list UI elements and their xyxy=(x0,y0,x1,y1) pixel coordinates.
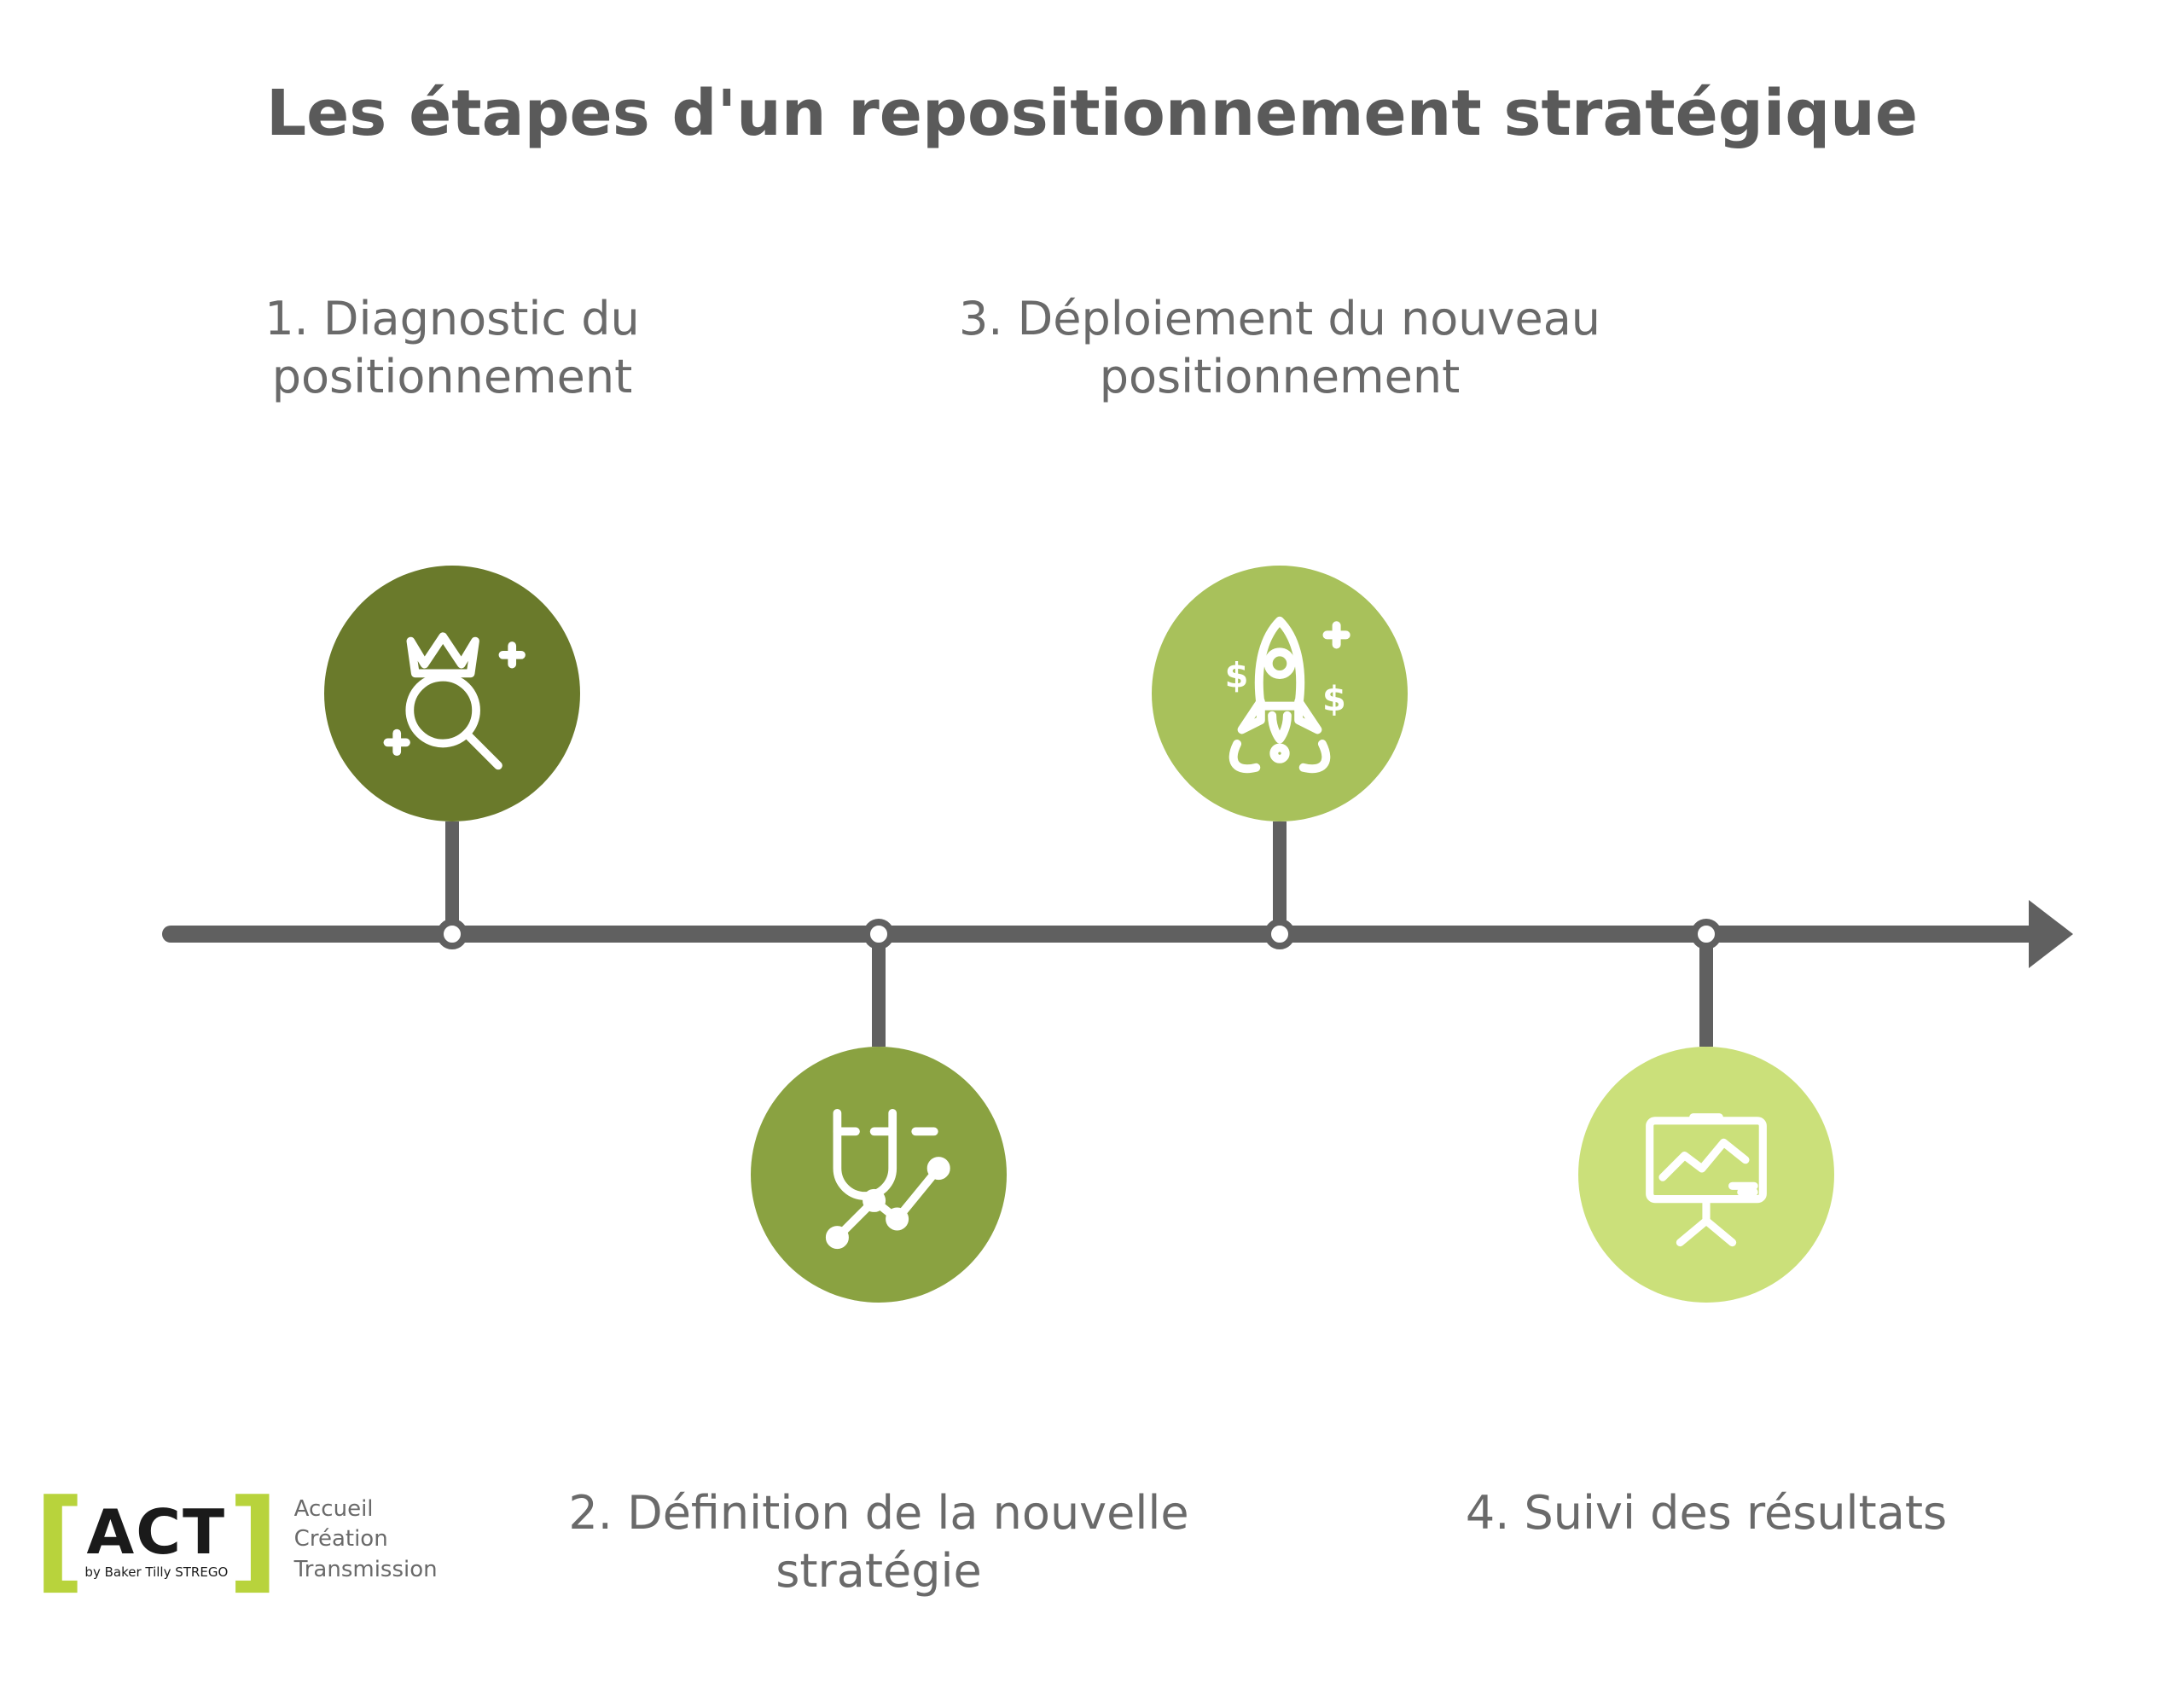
svg-text:$: $ xyxy=(1322,680,1346,719)
timeline-node-4 xyxy=(1691,919,1722,949)
logo-bracket-left: [ xyxy=(34,1484,84,1595)
connector-2 xyxy=(872,934,886,1047)
brand-logo: [ ACT by Baker Tilly STREGO ] AccueilCré… xyxy=(34,1484,438,1595)
step-circle-4 xyxy=(1578,1047,1834,1303)
step-circle-3: $ $ xyxy=(1152,566,1408,821)
logo-tagline-line: Transmission xyxy=(294,1555,438,1585)
logo-main-text: ACT xyxy=(86,1501,226,1563)
step-circle-2 xyxy=(751,1047,1007,1303)
connector-4 xyxy=(1699,934,1713,1047)
logo-sub-text: by Baker Tilly STREGO xyxy=(84,1566,228,1579)
timeline-node-2 xyxy=(863,919,894,949)
logo-bracket-right: ] xyxy=(228,1484,278,1595)
step-label-line: 3. Déploiement du nouveau xyxy=(956,290,1604,348)
step-label-line: stratégie xyxy=(555,1542,1203,1600)
step-label-1: 1. Diagnostic dupositionnement xyxy=(222,290,682,405)
connector-1 xyxy=(445,821,459,934)
magnet-chart-icon xyxy=(787,1081,971,1268)
timeline-node-3 xyxy=(1264,919,1295,949)
logo-text: ACT by Baker Tilly STREGO xyxy=(84,1501,228,1579)
svg-text:$: $ xyxy=(1225,656,1249,695)
timeline-node-1 xyxy=(437,919,468,949)
logo-tagline-line: Création xyxy=(294,1524,438,1554)
step-label-line: 1. Diagnostic du xyxy=(222,290,682,348)
results-board-icon xyxy=(1619,1086,1793,1263)
step-label-3: 3. Déploiement du nouveaupositionnement xyxy=(956,290,1604,405)
crown-search-icon xyxy=(360,600,544,787)
connector-3 xyxy=(1273,821,1287,934)
logo-tagline: AccueilCréationTransmission xyxy=(294,1495,438,1584)
step-label-line: 4. Suivi des résultats xyxy=(1442,1484,1971,1542)
step-label-2: 2. Définition de la nouvellestratégie xyxy=(555,1484,1203,1599)
timeline-arrow xyxy=(0,0,2184,1689)
logo-tagline-line: Accueil xyxy=(294,1495,438,1524)
logo-mark: [ ACT by Baker Tilly STREGO ] xyxy=(34,1484,279,1595)
step-label-4: 4. Suivi des résultats xyxy=(1442,1484,1971,1542)
step-label-line: positionnement xyxy=(222,348,682,406)
step-label-line: 2. Définition de la nouvelle xyxy=(555,1484,1203,1542)
rocket-launch-icon: $ $ xyxy=(1185,597,1374,790)
step-circle-1 xyxy=(324,566,580,821)
step-label-line: positionnement xyxy=(956,348,1604,406)
